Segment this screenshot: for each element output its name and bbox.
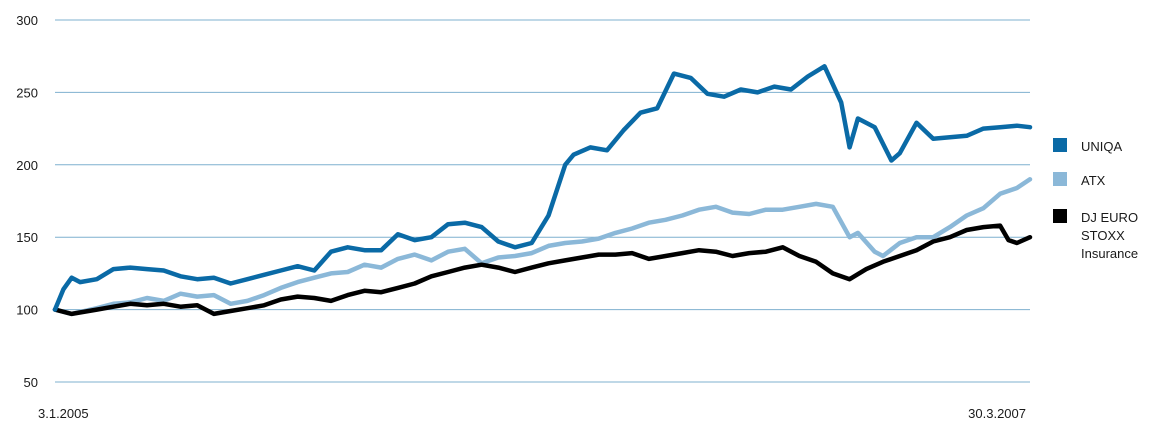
y-axis-ticks: 50 100 150 200 250 300 [16,13,38,390]
legend-swatch [1053,138,1067,152]
y-tick-label: 300 [16,13,38,28]
x-tick-label-start: 3.1.2005 [38,406,89,421]
x-tick-label-end: 30.3.2007 [968,406,1026,421]
x-axis-ticks: 3.1.2005 30.3.2007 [38,406,1026,421]
series-line-atx [52,177,1033,317]
y-tick-label: 200 [16,158,38,173]
legend-label: STOXX [1081,228,1125,243]
legend-label: UNIQA [1081,139,1123,154]
y-tick-label: 150 [16,230,38,245]
legend-label: Insurance [1081,246,1138,261]
legend-swatch [1053,209,1067,223]
legend-label: ATX [1081,173,1106,188]
legend-swatch [1053,172,1067,186]
y-tick-label: 100 [16,303,38,318]
series-lines [52,64,1033,317]
legend-label: DJ EURO [1081,210,1138,225]
y-tick-label: 50 [24,375,38,390]
legend: UNIQA ATX DJ EURO STOXX Insurance [1053,138,1138,261]
series-line-dj-euro-stoxx-insurance [52,223,1033,317]
gridlines [55,19,1030,383]
series-line-uniqa [52,64,1033,312]
y-tick-label: 250 [16,85,38,100]
